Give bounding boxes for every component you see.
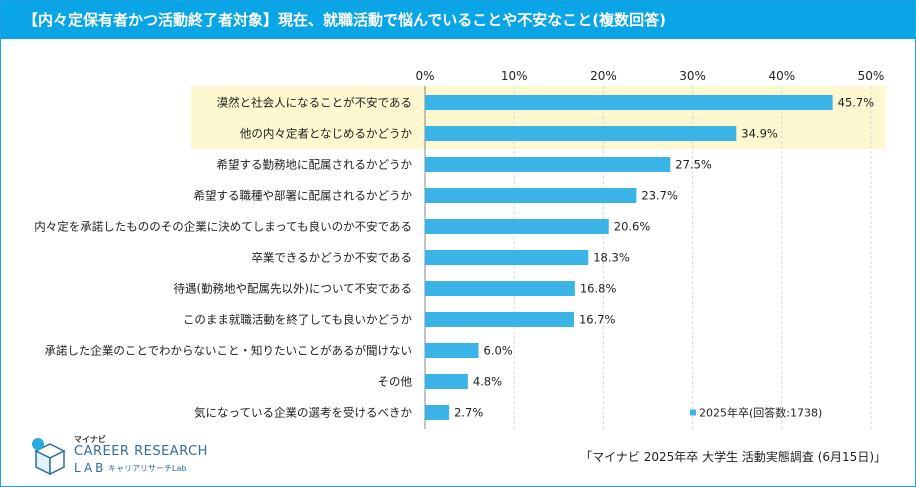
category-label: 希望する勤務地に配属されるかどうか [217,158,413,172]
legend-label: 2025年卒(回答数:1738) [699,406,822,420]
category-label: 希望する職種や部署に配属されるかどうか [194,189,413,203]
category-label: 漠然と社会人になることが不安である [217,96,412,110]
bar-value-label: 6.0% [484,344,513,358]
legend-swatch [690,409,696,416]
bar-value-label: 4.8% [473,375,502,389]
category-label: 気になっている企業の選考を受けるべきか [194,406,412,420]
career-research-lab-logo: マイナビ CAREER RESEARCH LAB キャリアリサーチLab [30,434,207,478]
bar [425,343,479,358]
bar-value-label: 18.3% [593,251,630,265]
category-label: 内々定を承諾したもののその企業に決めてしまっても良いのか不安である [34,220,412,234]
bar [425,281,575,296]
logo-subtitle: キャリアリサーチLab [108,464,187,473]
source-note: 「マイナビ 2025年卒 大学生 活動実態調査 (6月15日)」 [580,450,886,464]
bar [425,405,450,420]
bar [425,312,574,327]
bar-value-label: 2.7% [454,406,483,420]
logo-brand: マイナビ [74,435,106,444]
bar [425,188,637,203]
bar [425,126,737,141]
x-tick-label: 0% [415,69,434,83]
bar-value-label: 45.7% [838,96,875,110]
category-label: 卒業できるかどうか不安である [251,251,412,265]
logo-lab: LAB [74,461,107,475]
bar-value-label: 23.7% [641,189,678,203]
category-label: 承諾した企業のことでわからないこと・知りたいことがあるが聞けない [44,344,412,358]
bar-value-label: 34.9% [741,127,778,141]
x-tick-label: 10% [501,69,528,83]
x-tick-label: 40% [768,69,795,83]
bar [425,374,468,389]
bar [425,95,833,110]
category-label: このまま就職活動を終了しても良いかどうか [183,313,413,327]
cube-logo-icon [32,438,66,476]
bar-value-label: 16.8% [580,282,617,296]
category-label: 他の内々定者となじめるかどうか [240,127,413,141]
bar-value-label: 20.6% [614,220,651,234]
bar-value-label: 27.5% [675,158,712,172]
bar-value-label: 16.7% [579,313,616,327]
chart-title: 【内々定保有者かつ活動終了者対象】現在、就職活動で悩んでいることや不安なこと(複… [1,1,915,39]
bar [425,250,589,265]
bar [425,157,671,172]
logo-title: CAREER RESEARCH [74,444,208,459]
category-label: 待遇(勤務地や配属先以外)について不安である [173,282,412,296]
x-tick-label: 20% [590,69,617,83]
bar [425,219,609,234]
x-tick-label: 30% [679,69,706,83]
category-label: その他 [378,375,413,389]
x-tick-label: 50% [858,69,885,83]
